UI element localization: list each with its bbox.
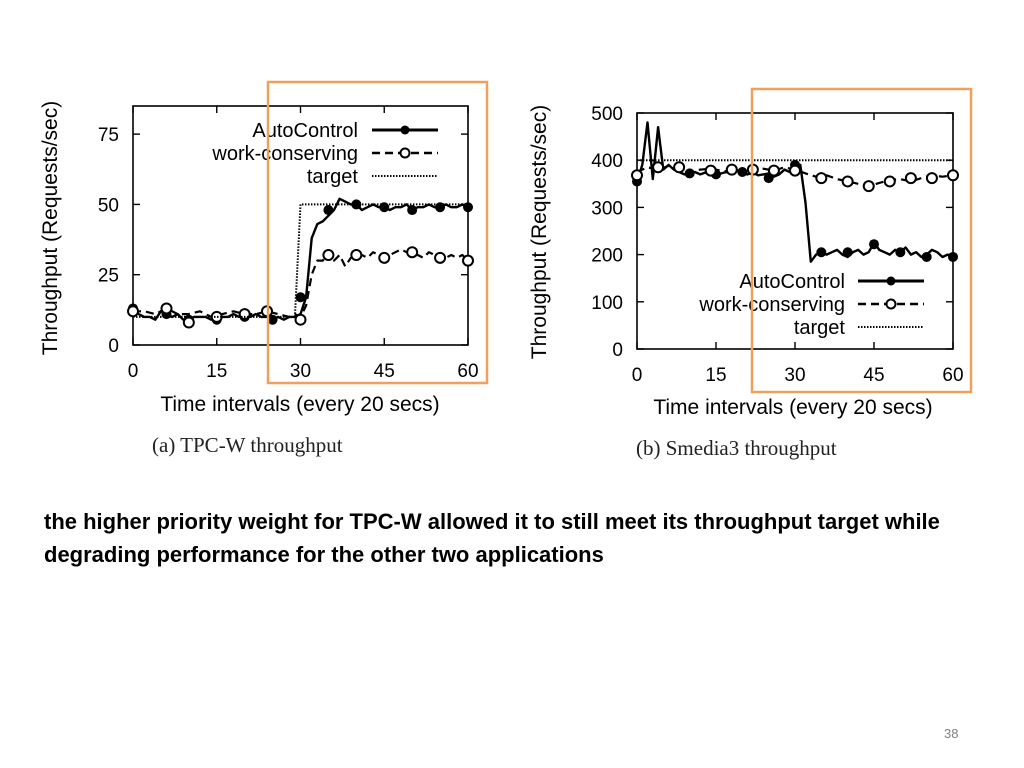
data-point [462, 254, 474, 267]
xlabel-tpcw: Time intervals (every 20 secs) [160, 393, 439, 416]
series-lines [631, 121, 959, 263]
data-point [295, 292, 306, 303]
data-point [737, 167, 748, 177]
y-ticks: 0 100 200 300 400 500 [591, 104, 953, 361]
data-point [406, 246, 419, 259]
x-tick-label: 0 [632, 365, 643, 386]
legend-marker-work-conserving [885, 298, 897, 310]
data-point [704, 164, 717, 177]
legend-label-work-conserving: work-conserving [211, 143, 358, 165]
x-ticks: 0 15 30 45 60 [128, 106, 479, 382]
x-tick-label: 60 [942, 365, 963, 386]
data-point [407, 205, 418, 216]
legend-label-autocontrol: AutoControl [252, 120, 358, 142]
caption-smedia3: (b) Smedia3 throughput [636, 436, 837, 460]
data-point [841, 175, 854, 188]
xlabel-smedia3: Time intervals (every 20 secs) [653, 396, 932, 419]
x-ticks: 0 15 30 45 60 [632, 113, 964, 386]
data-point [767, 164, 780, 177]
ylabel-smedia3: Throughput (Requests/sec) [528, 105, 551, 359]
data-point [816, 247, 827, 258]
data-point [883, 175, 896, 188]
x-tick-label: 60 [457, 361, 478, 382]
x-tick-label: 30 [784, 365, 805, 386]
data-point [652, 161, 665, 174]
y-tick-label: 50 [98, 195, 119, 216]
data-point [862, 180, 875, 193]
ylabel-tpcw: Throughput (Requests/sec) [39, 101, 62, 355]
highlight-box [750, 87, 973, 394]
y-tick-label: 200 [591, 246, 623, 267]
x-tick-label: 15 [206, 361, 227, 382]
series-lines [127, 197, 474, 329]
data-point [948, 251, 958, 262]
data-point [673, 161, 686, 174]
legend-label-autocontrol: AutoControl [739, 271, 845, 293]
y-tick-label: 400 [591, 151, 623, 172]
legend: AutoControl work-conserving target [698, 271, 924, 339]
x-tick-label: 15 [705, 365, 726, 386]
x-tick-label: 30 [290, 361, 311, 382]
data-point [294, 313, 307, 326]
data-point [725, 163, 738, 176]
data-point [160, 302, 173, 315]
data-point [895, 247, 906, 258]
legend-marker-work-conserving [399, 147, 411, 159]
y-tick-label: 75 [98, 125, 119, 146]
series-line-work-conserving [133, 248, 469, 318]
legend-label-target: target [794, 317, 846, 339]
slide-body-text: the higher priority weight for TPC-W all… [44, 509, 940, 567]
y-tick-label: 100 [591, 293, 623, 314]
y-tick-label: 500 [591, 104, 623, 125]
series-line-autocontrol [635, 121, 954, 263]
y-tick-label: 25 [98, 266, 119, 287]
legend-marker-autocontrol [886, 276, 896, 286]
legend: AutoControl work-conserving target [211, 120, 438, 188]
data-point [789, 164, 801, 177]
data-point [684, 168, 695, 179]
x-tick-label: 45 [374, 361, 395, 382]
y-tick-label: 300 [591, 198, 623, 219]
chart-tpcw: Throughput (Requests/sec) 0 25 50 75 0 15 30 4… [39, 80, 489, 416]
y-ticks: 0 25 50 75 [98, 125, 468, 357]
data-point [947, 169, 959, 182]
series-line-target [133, 203, 468, 318]
x-tick-label: 0 [128, 361, 139, 382]
data-point [869, 239, 879, 250]
slide-number: 38 [944, 726, 959, 741]
data-point [350, 249, 363, 262]
legend-marker-autocontrol [400, 125, 410, 135]
data-point [322, 249, 335, 262]
data-point [378, 251, 391, 264]
data-point [127, 305, 139, 318]
data-point [921, 251, 932, 262]
data-point [904, 172, 917, 185]
legend-label-work-conserving: work-conserving [698, 294, 845, 316]
data-point [434, 251, 447, 264]
data-point [182, 316, 195, 329]
y-tick-label: 0 [108, 336, 119, 357]
data-point [463, 202, 473, 213]
y-tick-label: 0 [612, 340, 623, 361]
data-point [925, 172, 938, 185]
data-point [815, 172, 828, 185]
x-tick-label: 45 [863, 365, 884, 386]
highlight-box [266, 80, 489, 385]
data-point [842, 247, 853, 258]
data-point [631, 169, 643, 182]
data-point [323, 205, 334, 216]
chart-smedia3: Throughput (Requests/sec) 01002003004005… [528, 87, 973, 419]
legend-label-target: target [307, 166, 359, 188]
caption-tpcw: (a) TPC-W throughput [152, 433, 343, 457]
